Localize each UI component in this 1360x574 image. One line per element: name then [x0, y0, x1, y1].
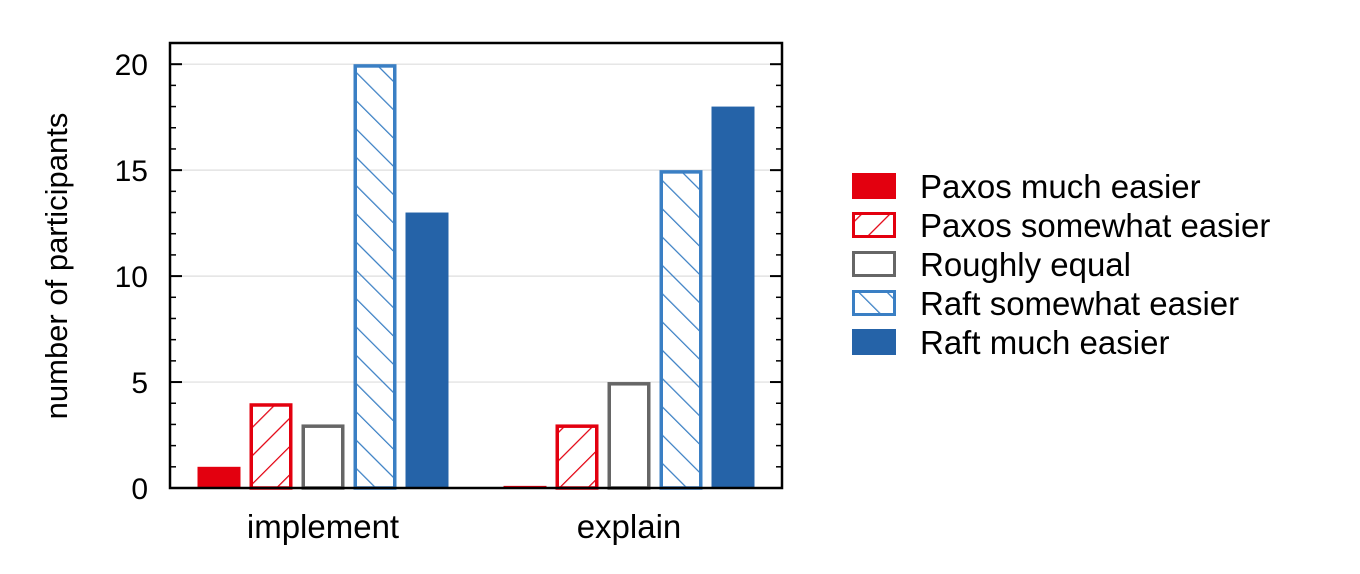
- y-tick-label: 5: [131, 367, 148, 400]
- bar-explain-2: [607, 382, 651, 490]
- legend-swatch: [852, 173, 896, 199]
- legend-label: Paxos somewhat easier: [920, 207, 1270, 244]
- legend-label: Paxos much easier: [920, 168, 1201, 205]
- legend-swatch: [852, 212, 896, 238]
- plot-frame: [168, 41, 784, 490]
- bar-implement-3: [353, 64, 397, 490]
- y-axis-ticks: 0 5 10 15 20: [115, 49, 782, 506]
- x-category-label: implement: [247, 508, 399, 545]
- y-tick-label: 0: [131, 473, 148, 506]
- bar-implement-1: [249, 403, 293, 490]
- bar-implement-4: [405, 212, 449, 488]
- bar-explain-3: [659, 170, 703, 490]
- x-category-label: explain: [577, 508, 682, 545]
- legend-swatch: [852, 251, 896, 277]
- bars: [197, 64, 755, 490]
- legend-label: Roughly equal: [920, 246, 1131, 283]
- bar-explain-1: [555, 424, 599, 490]
- y-axis-title: number of participants: [39, 113, 74, 420]
- y-tick-label: 20: [115, 49, 148, 82]
- axes: [168, 41, 784, 490]
- legend-label: Raft somewhat easier: [920, 285, 1239, 322]
- y-tick-label: 10: [115, 261, 148, 294]
- legend-label: Raft much easier: [920, 324, 1169, 361]
- legend-swatch: [852, 290, 896, 316]
- bar-implement-2: [301, 424, 345, 490]
- bar-explain-4: [711, 106, 755, 489]
- x-axis-categories: implement explain: [247, 508, 681, 545]
- legend-swatch: [852, 329, 896, 355]
- bar-implement-0: [197, 466, 241, 488]
- y-tick-label: 15: [115, 155, 148, 188]
